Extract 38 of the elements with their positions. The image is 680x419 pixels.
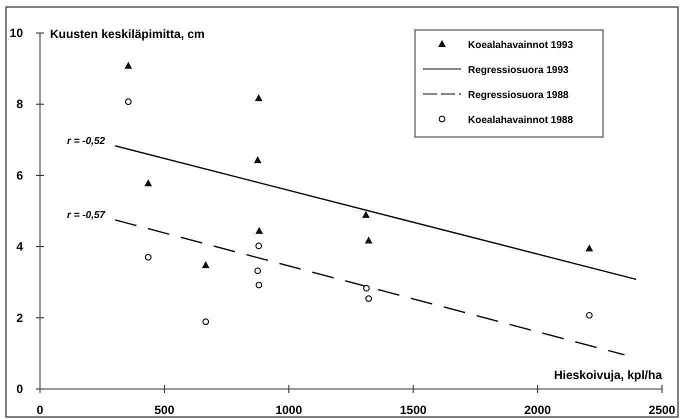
y-tick-label: 6 [16, 168, 24, 182]
y-tick-label: 2 [16, 310, 24, 325]
x-tick-label: 1500 [400, 403, 427, 417]
point [255, 242, 262, 250]
point [124, 98, 132, 106]
x-tick-label: 2500 [648, 403, 676, 417]
point [202, 318, 210, 326]
point [254, 94, 262, 102]
y-tick-label: 0 [16, 382, 24, 396]
legend-label: Regressiosuora 1988 [468, 90, 570, 101]
point [202, 261, 210, 268]
y-tick-label: 4 [16, 240, 24, 254]
point [586, 312, 593, 319]
point [124, 62, 132, 69]
point [256, 282, 262, 288]
point [254, 156, 262, 164]
x-tick-label: 500 [154, 403, 175, 417]
point [363, 284, 370, 292]
x-tick-label: 2000 [524, 403, 552, 417]
point [144, 254, 152, 261]
legend-label: Regressiosuora 1993 [468, 65, 570, 76]
legend-label: Koealahavainnot 1993 [468, 40, 574, 51]
annotation: r = -0,57 [67, 210, 106, 221]
point [255, 226, 263, 234]
point [365, 295, 372, 302]
y-tick-label: 8 [16, 97, 24, 112]
point [364, 236, 372, 244]
y-axis-title: Kuusten keskiläpimitta, cm [50, 27, 205, 41]
point [362, 210, 370, 218]
point [144, 179, 152, 186]
y-tick-label: 10 [10, 26, 24, 40]
annotation: r = -0,52 [67, 136, 106, 147]
x-tick-label: 0 [36, 403, 44, 417]
point [586, 244, 594, 252]
x-tick-label: 1000 [275, 403, 302, 417]
legend-label: Koealahavainnot 1988 [468, 115, 574, 126]
point [254, 267, 262, 274]
x-axis-title: Hieskoivuja, kpl/ha [554, 368, 662, 382]
